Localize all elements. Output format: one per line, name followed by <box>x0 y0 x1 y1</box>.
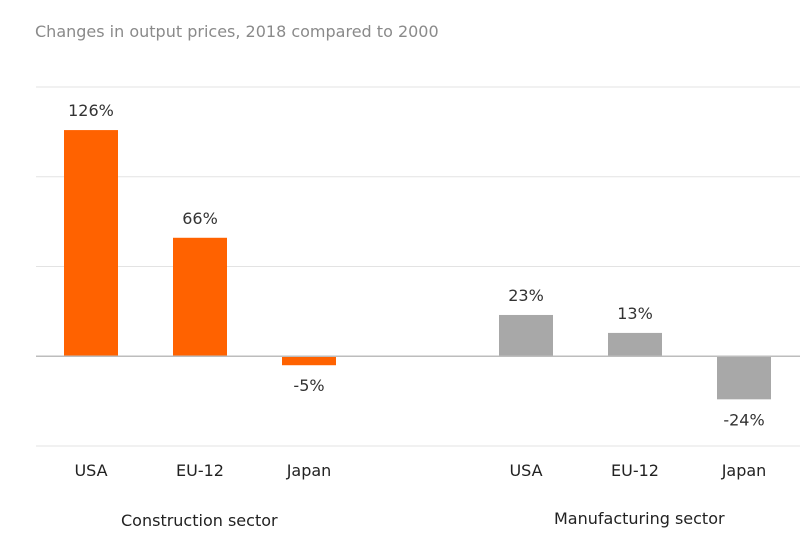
bar <box>64 130 118 357</box>
bar <box>608 332 662 357</box>
category-label: Japan <box>286 461 332 480</box>
construction-sector-label: Construction sector <box>121 511 278 530</box>
bar <box>717 356 771 400</box>
manufacturing-sector-label: Manufacturing sector <box>554 509 725 528</box>
category-label: Japan <box>721 461 767 480</box>
data-label: 23% <box>508 286 544 305</box>
data-label: -24% <box>723 410 764 429</box>
bar <box>282 356 336 366</box>
category-label: EU-12 <box>611 461 659 480</box>
category-label: USA <box>509 461 542 480</box>
bar <box>499 314 553 357</box>
data-label: -5% <box>293 376 324 395</box>
data-label: 126% <box>68 101 114 120</box>
data-label: 13% <box>617 304 653 323</box>
category-label: EU-12 <box>176 461 224 480</box>
category-label: USA <box>74 461 107 480</box>
chart-title: Changes in output prices, 2018 compared … <box>35 22 439 41</box>
bar <box>173 237 227 357</box>
data-label: 66% <box>182 209 218 228</box>
